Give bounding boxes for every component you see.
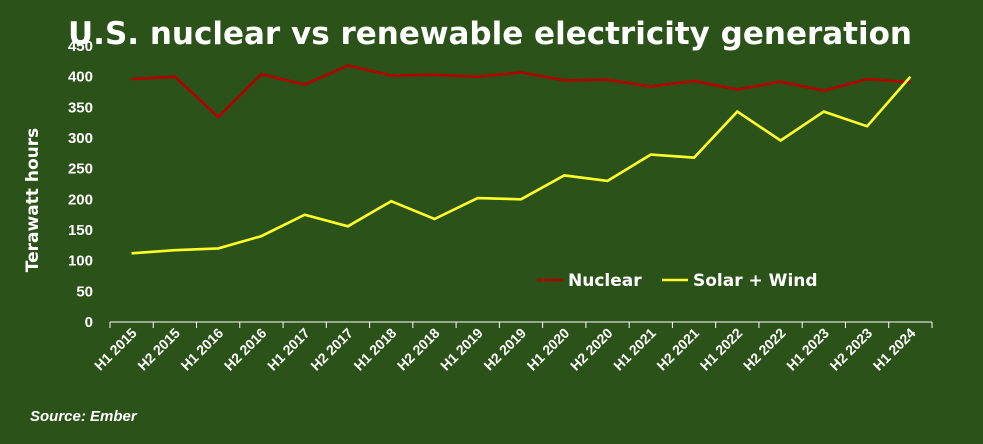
y-tick-label: 50 (76, 283, 93, 300)
x-tick-label: H1 2015 (91, 325, 140, 374)
x-tick-label: H1 2023 (783, 325, 832, 374)
x-tick-label: H2 2019 (480, 325, 529, 374)
legend-label-nuclear: Nuclear (568, 271, 642, 291)
x-tick-label: H2 2023 (826, 325, 875, 374)
x-tick-label: H1 2017 (264, 325, 313, 374)
y-axis-ticks: 0 50 100 150 200 250 300 350 400 450 (68, 38, 93, 331)
x-tick-label: H2 2020 (567, 325, 616, 374)
y-tick-label: 300 (68, 130, 93, 147)
legend: Nuclear Solar + Wind (537, 271, 818, 291)
legend-label-solar-wind: Solar + Wind (693, 271, 818, 291)
x-tick-label: H1 2016 (178, 325, 227, 374)
x-tick-label: H1 2020 (524, 325, 573, 374)
y-tick-label: 0 (85, 314, 93, 331)
x-tick-label: H1 2021 (610, 325, 659, 374)
y-tick-label: 100 (68, 253, 93, 270)
series-layer (131, 64, 912, 255)
x-tick-label: H2 2016 (221, 325, 270, 374)
y-axis-label: Terawatt hours (23, 128, 43, 272)
y-tick-label: 400 (68, 69, 93, 86)
y-tick-label: 150 (68, 222, 93, 239)
chart-title: U.S. nuclear vs renewable electricity ge… (68, 16, 912, 52)
x-tick-label: H1 2019 (437, 325, 486, 374)
x-tick-label: H2 2015 (134, 325, 183, 374)
source-note: Source: Ember (30, 408, 138, 425)
y-tick-label: 350 (68, 99, 93, 116)
x-tick-label: H2 2018 (394, 325, 443, 374)
y-tick-label: 200 (68, 191, 93, 208)
series-line-solar-wind (131, 75, 912, 255)
y-tick-label: 250 (68, 161, 93, 178)
x-tick-label: H1 2024 (870, 325, 919, 374)
x-tick-label: H1 2022 (697, 325, 746, 374)
y-tick-label: 450 (68, 38, 93, 55)
x-tick-label: H2 2017 (307, 325, 356, 374)
x-tick-label: H2 2022 (740, 325, 789, 374)
series-line-nuclear (131, 64, 911, 119)
x-tick-label: H2 2021 (653, 325, 702, 374)
x-tick-label: H1 2018 (351, 325, 400, 374)
x-axis-tick-marks (109, 322, 933, 328)
